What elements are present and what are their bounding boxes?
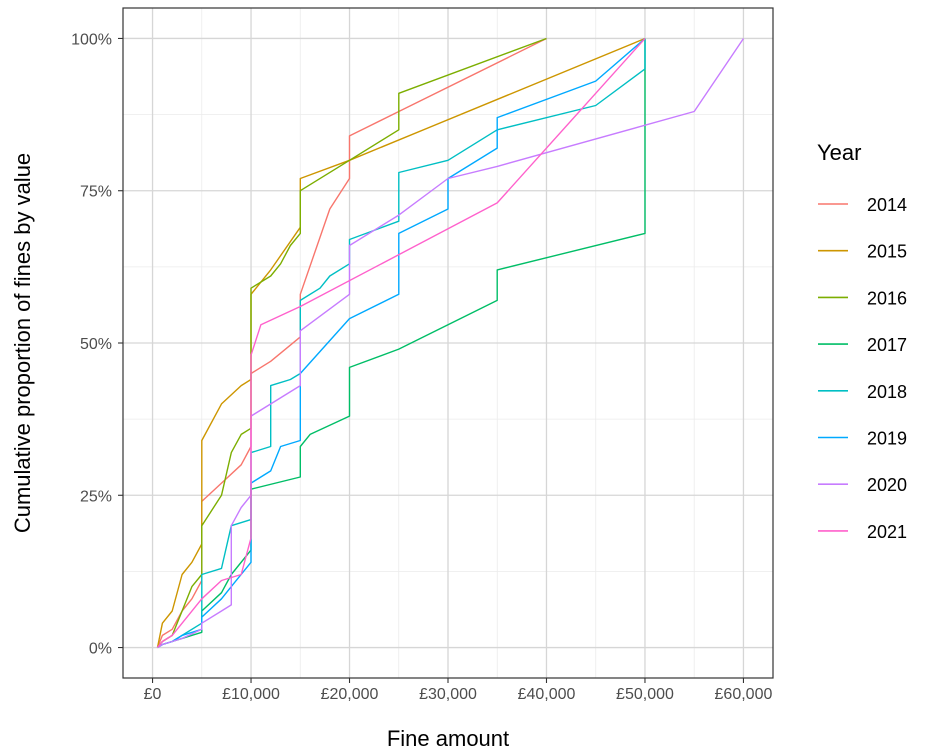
legend-label-2017: 2017 — [867, 335, 907, 355]
x-tick-label: £0 — [144, 686, 162, 703]
series-line-2018 — [157, 38, 646, 649]
series-lines — [156, 37, 745, 649]
legend-title: Year — [817, 140, 861, 165]
x-tick-label: £20,000 — [321, 686, 379, 703]
x-tick-label: £60,000 — [715, 686, 773, 703]
series-line-2019 — [157, 37, 646, 649]
legend-label-2018: 2018 — [867, 382, 907, 402]
x-axis: £0 £10,000 £20,000 £30,000 £40,000 £50,000 £60… — [144, 678, 773, 703]
legend-label-2020: 2020 — [867, 475, 907, 495]
major-grid — [123, 8, 773, 678]
y-tick-label: 50% — [80, 336, 112, 353]
y-tick-label: 100% — [71, 31, 112, 48]
y-tick-label: 0% — [89, 641, 112, 658]
x-tick-label: £40,000 — [518, 686, 576, 703]
y-tick-label: 75% — [80, 184, 112, 201]
y-axis-title: Cumulative proportion of fines by value — [10, 153, 35, 533]
x-axis-title: Fine amount — [387, 726, 509, 751]
legend-label-2014: 2014 — [867, 195, 907, 215]
legend-label-2015: 2015 — [867, 242, 907, 262]
y-axis: 0% 25% 50% 75% 100% — [71, 31, 123, 658]
legend-label-2021: 2021 — [867, 522, 907, 542]
x-tick-label: £30,000 — [419, 686, 477, 703]
series-line-2017 — [157, 38, 646, 649]
y-tick-label: 25% — [80, 488, 112, 505]
x-tick-label: £10,000 — [222, 686, 280, 703]
legend-label-2016: 2016 — [867, 288, 907, 308]
legend: Year 2014 2015 2016 2017 2018 2019 2020 2021 — [817, 140, 907, 542]
legend-label-2019: 2019 — [867, 429, 907, 449]
x-tick-label: £50,000 — [616, 686, 674, 703]
series-line-2021 — [156, 38, 646, 648]
